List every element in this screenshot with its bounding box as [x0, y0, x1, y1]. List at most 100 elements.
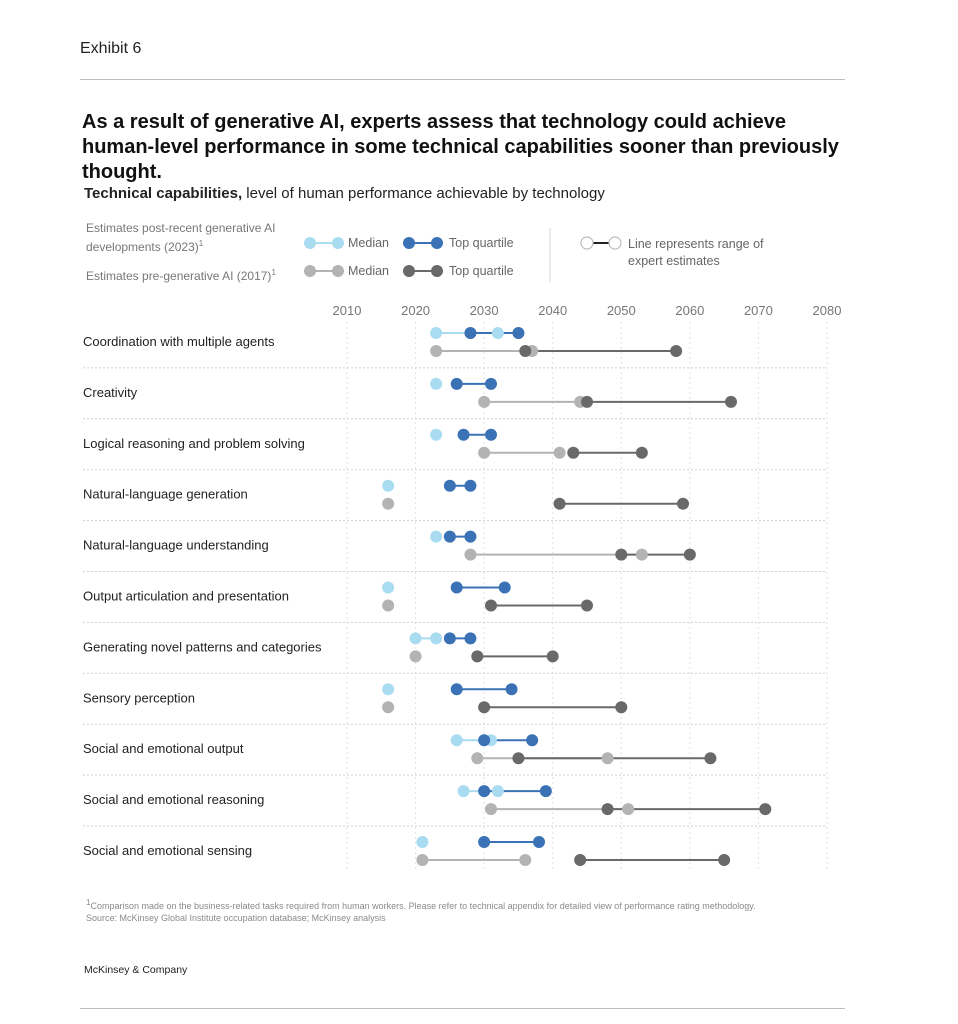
point-post-median-3-0 [382, 479, 395, 492]
point-post-top-0-1 [512, 327, 525, 339]
point-post-top-1-1 [485, 377, 497, 390]
legend-post-median-dot [304, 237, 316, 249]
legend-range-note: Line represents range of expert estimate… [628, 237, 764, 268]
point-post-top-8-1 [526, 734, 539, 747]
point-post-median-0-0 [430, 327, 443, 339]
point-post-median-5-0 [382, 581, 395, 594]
point-post-top-1-0 [450, 377, 463, 390]
footnote-text: 1Comparison made on the business-related… [86, 897, 806, 912]
legend-pre-top-dot [403, 265, 415, 277]
point-post-top-0-0 [464, 327, 477, 339]
point-post-top-3-0 [443, 479, 456, 492]
legend-pre-label: Estimates pre-generative AI (2017)1 [86, 265, 276, 284]
exhibit-label: Exhibit 6 [80, 40, 142, 57]
point-post-median-9-0 [457, 785, 470, 798]
x-tick-label-2050: 2050 [607, 303, 636, 318]
legend-post-label: Estimates post-recent generative AI deve… [86, 220, 301, 255]
row-label-9: Social and emotional reasoning [83, 792, 264, 807]
point-post-median-9-1 [491, 785, 504, 798]
point-pre-median-0-0 [430, 345, 443, 357]
point-pre-top-7-0 [478, 701, 491, 714]
point-pre-top-2-0 [567, 446, 580, 459]
point-pre-median-2-0 [478, 446, 491, 459]
point-pre-top-9-1 [759, 803, 772, 816]
legend-swatches [304, 228, 622, 282]
legend-post-top-dot [403, 237, 415, 249]
legend-pre-top-dot-2 [431, 265, 443, 277]
point-pre-median-7-0 [382, 701, 395, 714]
row-label-2: Logical reasoning and problem solving [83, 436, 305, 451]
point-pre-top-4-1 [683, 548, 696, 561]
row-label-10: Social and emotional sensing [83, 843, 252, 858]
legend-pre-top-quartile: Top quartile [449, 264, 514, 278]
legend-pre-text: Estimates pre-generative AI (2017) [86, 269, 272, 283]
point-post-top-6-1 [464, 632, 477, 645]
point-pre-median-9-0 [485, 803, 497, 816]
point-pre-top-10-0 [574, 854, 587, 866]
point-pre-top-6-0 [471, 650, 484, 663]
row-label-1: Creativity [83, 385, 138, 400]
x-tick-label-2080: 2080 [813, 303, 842, 318]
point-pre-top-1-1 [725, 395, 737, 408]
legend-pre-median-dot [304, 265, 316, 277]
point-pre-median-1-0 [478, 395, 491, 408]
point-post-top-7-0 [450, 683, 463, 696]
point-post-median-6-1 [430, 632, 443, 645]
legend-post-footnote-marker: 1 [198, 239, 204, 248]
point-pre-top-0-1 [670, 345, 683, 357]
dot-plot-chart: 2010 2020 2030 2040 2050 2060 2070 2080 Coordina… [83, 303, 842, 872]
point-pre-median-6-0 [409, 650, 422, 663]
point-pre-median-10-1 [519, 854, 532, 866]
row-label-3: Natural-language generation [83, 487, 248, 502]
legend-pre-footnote-marker: 1 [271, 268, 276, 277]
point-post-top-5-0 [450, 581, 463, 594]
legend-post-median-dot-2 [332, 237, 344, 249]
point-pre-top-3-0 [553, 497, 566, 510]
row-label-7: Sensory perception [83, 690, 195, 705]
legend-post-top-quartile: Top quartile [449, 236, 514, 250]
point-pre-top-2-1 [635, 446, 648, 459]
legend-pre-median-dot-2 [332, 265, 344, 277]
point-pre-median-3-0 [382, 497, 395, 510]
point-pre-top-9-0 [601, 803, 614, 816]
row-label-4: Natural-language understanding [83, 538, 269, 553]
point-post-top-3-1 [464, 479, 477, 492]
point-post-top-4-0 [443, 530, 456, 543]
point-post-top-2-1 [485, 428, 497, 441]
footnote-body: Comparison made on the business-related … [90, 901, 756, 911]
point-pre-top-5-1 [581, 599, 593, 612]
x-tick-label-2030: 2030 [470, 303, 499, 318]
point-pre-top-5-0 [485, 599, 497, 612]
point-pre-top-0-0 [519, 345, 532, 357]
point-post-median-4-0 [430, 530, 443, 543]
point-pre-median-4-1 [635, 548, 648, 561]
row-label-6: Generating novel patterns and categories [83, 639, 322, 654]
point-post-median-6-0 [409, 632, 422, 645]
chart-subtitle: Technical capabilities, level of human p… [84, 185, 605, 202]
point-pre-median-2-1 [553, 446, 566, 459]
row-label-8: Social and emotional output [83, 741, 244, 756]
chart-title: As a result of generative AI, experts as… [82, 111, 839, 183]
point-post-top-2-0 [457, 428, 470, 441]
point-post-top-6-0 [443, 632, 456, 645]
point-pre-top-8-1 [704, 752, 717, 765]
bottom-divider [80, 1008, 845, 1009]
point-post-median-7-0 [382, 683, 395, 696]
point-pre-top-8-0 [512, 752, 525, 765]
point-pre-top-1-0 [581, 395, 593, 408]
point-post-top-4-1 [464, 530, 477, 543]
x-tick-label-2020: 2020 [401, 303, 430, 318]
point-post-top-8-0 [478, 734, 491, 747]
top-divider [80, 79, 845, 80]
point-post-top-7-1 [505, 683, 518, 696]
x-tick-label-2060: 2060 [675, 303, 704, 318]
row-label-5: Output articulation and presentation [83, 589, 289, 604]
point-pre-top-7-1 [615, 701, 628, 714]
x-tick-label-2040: 2040 [538, 303, 567, 318]
point-pre-median-5-0 [382, 599, 395, 612]
footnote: 1Comparison made on the business-related… [86, 897, 806, 924]
legend-post-top-dot-2 [431, 237, 443, 249]
point-post-median-1-0 [430, 377, 443, 390]
subtitle-rest: level of human performance achievable by… [242, 185, 605, 202]
legend-pre-median: Median [348, 264, 389, 278]
